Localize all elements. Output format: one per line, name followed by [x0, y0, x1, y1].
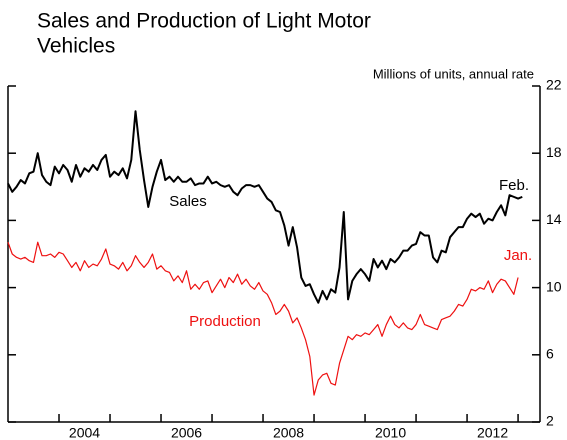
x-tick-label: 2012: [477, 425, 508, 440]
y-tick-label: 14: [546, 211, 562, 227]
y-tick-label: 6: [546, 346, 554, 362]
x-tick-label: 2006: [171, 425, 202, 440]
x-tick-label: 2008: [273, 425, 304, 440]
x-tick-label: 2010: [375, 425, 406, 440]
annotation: Feb.: [499, 177, 529, 194]
annotation: Production: [189, 313, 261, 330]
y-tick-label: 10: [546, 278, 562, 294]
annotation: Jan.: [504, 247, 532, 264]
y-axis-label: Millions of units, annual rate: [373, 66, 534, 81]
y-tick-label: 22: [546, 77, 562, 93]
annotation: Sales: [169, 193, 207, 210]
chart-title: Sales and Production of Light Motor: [37, 10, 371, 33]
series-line: [7, 241, 519, 396]
series-line: [7, 110, 523, 304]
chart-title: Vehicles: [37, 35, 115, 58]
y-tick-label: 2: [546, 413, 554, 429]
x-tick-label: 2004: [69, 425, 100, 440]
y-tick-label: 18: [546, 144, 562, 160]
